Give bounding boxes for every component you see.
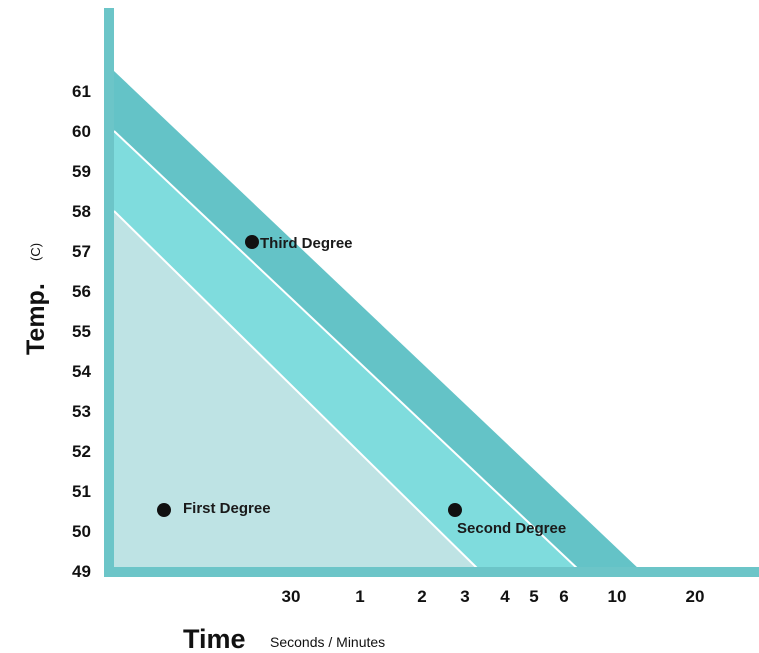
y-tick-labels: 49 50 51 52 53 54 55 56 57 58 59 60 61 <box>72 82 91 581</box>
y-tick-label: 55 <box>72 322 91 341</box>
first-degree-boundary <box>113 210 481 572</box>
x-axis-unit: Seconds / Minutes <box>270 634 385 650</box>
y-tick-label: 49 <box>72 562 91 581</box>
x-axis-label: Time <box>183 624 246 653</box>
x-tick-label: 1 <box>355 587 364 606</box>
y-tick-label: 58 <box>72 202 91 221</box>
y-tick-label: 56 <box>72 282 91 301</box>
regions-layer <box>113 71 641 572</box>
y-tick-label: 57 <box>72 242 91 261</box>
annotation-marker <box>245 235 259 249</box>
second-degree-boundary <box>113 130 581 572</box>
y-tick-label: 61 <box>72 82 91 101</box>
x-tick-labels: 30 1 2 3 4 5 6 10 20 <box>282 587 705 606</box>
annotation-label: First Degree <box>183 500 271 517</box>
y-tick-label: 51 <box>72 482 91 501</box>
annotation-label: Third Degree <box>260 235 353 252</box>
y-axis-label: Temp. <box>22 283 50 355</box>
y-axis-bar <box>104 8 114 577</box>
y-tick-label: 60 <box>72 122 91 141</box>
x-axis-bar <box>104 567 759 577</box>
x-tick-label: 4 <box>500 587 510 606</box>
y-tick-label: 59 <box>72 162 91 181</box>
x-tick-label: 20 <box>686 587 705 606</box>
y-tick-label: 50 <box>72 522 91 541</box>
x-tick-label: 5 <box>529 587 538 606</box>
x-tick-label: 10 <box>608 587 627 606</box>
annotation-marker <box>157 503 171 517</box>
annotation-marker <box>448 503 462 517</box>
y-axis-unit: (C) <box>28 243 43 261</box>
axes-layer <box>104 8 759 577</box>
y-tick-label: 53 <box>72 402 91 421</box>
x-tick-label: 6 <box>559 587 568 606</box>
y-tick-label: 54 <box>72 362 91 381</box>
x-tick-label: 30 <box>282 587 301 606</box>
y-tick-label: 52 <box>72 442 91 461</box>
annotations-layer: Third Degree First Degree Second Degree <box>157 235 566 537</box>
annotation-label: Second Degree <box>457 520 566 537</box>
x-tick-label: 2 <box>417 587 426 606</box>
x-tick-label: 3 <box>460 587 469 606</box>
